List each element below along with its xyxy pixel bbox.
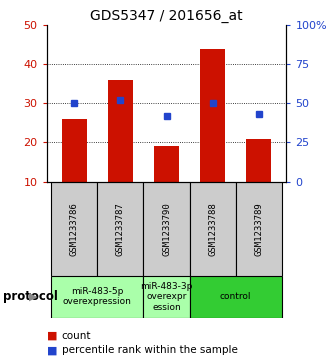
Bar — [246, 139, 271, 182]
Text: GSM1233786: GSM1233786 — [70, 202, 79, 256]
Bar — [154, 146, 179, 182]
Text: ■: ■ — [47, 345, 57, 355]
Bar — [144, 182, 189, 276]
Bar — [189, 276, 282, 318]
Text: miR-483-5p
overexpression: miR-483-5p overexpression — [63, 287, 132, 306]
Bar — [144, 276, 189, 318]
Text: protocol: protocol — [3, 290, 58, 303]
Bar — [108, 80, 133, 182]
Text: percentile rank within the sample: percentile rank within the sample — [62, 345, 237, 355]
Text: miR-483-3p
overexpr
ession: miR-483-3p overexpr ession — [140, 282, 193, 312]
Bar — [51, 182, 97, 276]
Text: GSM1233790: GSM1233790 — [162, 202, 171, 256]
Text: ■: ■ — [47, 331, 57, 341]
Text: control: control — [220, 292, 251, 301]
Bar — [97, 182, 144, 276]
Text: GSM1233787: GSM1233787 — [116, 202, 125, 256]
Bar — [62, 119, 87, 182]
Bar — [189, 182, 236, 276]
Bar — [236, 182, 282, 276]
Title: GDS5347 / 201656_at: GDS5347 / 201656_at — [90, 9, 243, 23]
Text: count: count — [62, 331, 91, 341]
Text: ▶: ▶ — [29, 292, 38, 302]
Text: GSM1233789: GSM1233789 — [254, 202, 263, 256]
Bar — [200, 49, 225, 182]
Bar — [51, 276, 144, 318]
Text: GSM1233788: GSM1233788 — [208, 202, 217, 256]
